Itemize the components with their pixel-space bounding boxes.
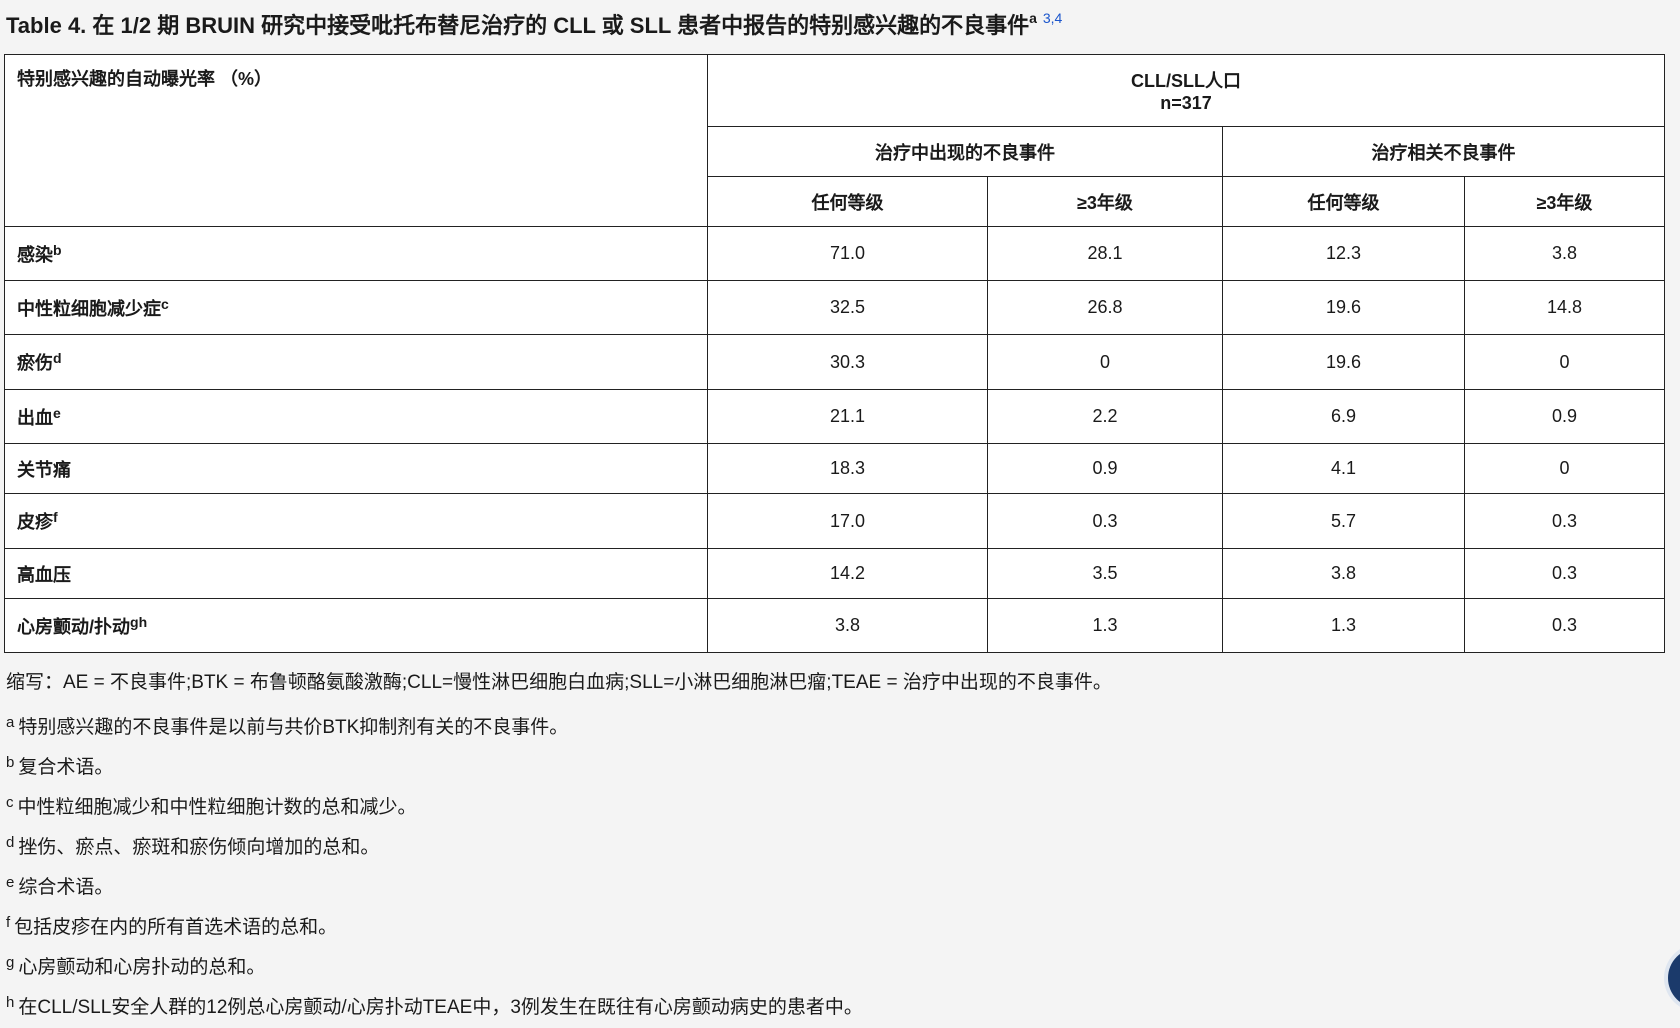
cell-value: 71.0 xyxy=(707,226,988,281)
table-row: 心房颤动/扑动gh 3.8 1.3 1.3 0.3 xyxy=(4,598,1665,653)
cell-value: 14.8 xyxy=(1464,280,1665,335)
footnote-marker: a xyxy=(6,714,15,731)
footnote-item: e 综合术语。 xyxy=(4,863,1666,903)
cell-value: 14.2 xyxy=(707,548,988,599)
table-row: 高血压 14.2 3.5 3.8 0.3 xyxy=(4,548,1665,599)
table-row: 关节痛 18.3 0.9 4.1 0 xyxy=(4,443,1665,494)
footnote-marker: b xyxy=(6,754,15,771)
cell-value: 0 xyxy=(1464,443,1665,494)
cell-value: 5.7 xyxy=(1222,493,1465,549)
cell-value: 26.8 xyxy=(987,280,1223,335)
col-header-teae-grade3: ≥3年级 xyxy=(987,176,1223,227)
footnote-text: 包括皮疹在内的所有首选术语的总和。 xyxy=(14,917,338,938)
col-header-trae-grade3: ≥3年级 xyxy=(1464,176,1665,227)
footnotes: 缩写：AE = 不良事件;BTK = 布鲁顿酪氨酸激酶;CLL=慢性淋巴细胞白血… xyxy=(4,663,1666,1023)
row-label: 皮疹f xyxy=(4,493,708,549)
footnote-item: h 在CLL/SLL安全人群的12例总心房颤动/心房扑动TEAE中，3例发生在既往… xyxy=(4,983,1666,1023)
footnote-marker: d xyxy=(6,834,15,851)
table-row: 瘀伤d 30.3 0 19.6 0 xyxy=(4,334,1665,390)
footnote-text: 挫伤、瘀点、瘀斑和瘀伤倾向增加的总和。 xyxy=(18,837,380,858)
title-reference-link[interactable]: 3,4 xyxy=(1042,10,1063,26)
footnote-item: b 复合术语。 xyxy=(4,743,1666,783)
footnote-item: f 包括皮疹在内的所有首选术语的总和。 xyxy=(4,903,1666,943)
footnote-item: g 心房颤动和心房扑动的总和。 xyxy=(4,943,1666,983)
table-row: 感染b 71.0 28.1 12.3 3.8 xyxy=(4,226,1665,281)
cell-value: 0 xyxy=(987,334,1223,390)
cell-value: 1.3 xyxy=(1222,598,1465,653)
table-title: Table 4. 在 1/2 期 BRUIN 研究中接受吡托布替尼治疗的 CLL… xyxy=(6,8,1666,44)
row-label: 心房颤动/扑动gh xyxy=(4,598,708,653)
cell-value: 19.6 xyxy=(1222,334,1465,390)
population-count: n=317 xyxy=(1160,93,1212,113)
cell-value: 28.1 xyxy=(987,226,1223,281)
table-row: 中性粒细胞减少症c 32.5 26.8 19.6 14.8 xyxy=(4,280,1665,335)
cell-value: 3.8 xyxy=(1222,548,1465,599)
cell-value: 21.1 xyxy=(707,389,988,444)
group-header-teae: 治疗中出现的不良事件 xyxy=(707,126,1223,177)
row-label: 关节痛 xyxy=(4,443,708,494)
cell-value: 0.3 xyxy=(1464,493,1665,549)
cell-value: 6.9 xyxy=(1222,389,1465,444)
footnote-marker: f xyxy=(6,914,11,931)
row-label: 中性粒细胞减少症c xyxy=(4,280,708,335)
cell-value: 19.6 xyxy=(1222,280,1465,335)
footnote-item: a 特别感兴趣的不良事件是以前与共价BTK抑制剂有关的不良事件。 xyxy=(4,703,1666,743)
footnote-text: 心房颤动和心房扑动的总和。 xyxy=(18,957,266,978)
cell-value: 30.3 xyxy=(707,334,988,390)
table-row: 出血e 21.1 2.2 6.9 0.9 xyxy=(4,389,1665,444)
footnote-text: 在CLL/SLL安全人群的12例总心房颤动/心房扑动TEAE中，3例发生在既往有… xyxy=(18,997,863,1018)
table-title-text: Table 4. 在 1/2 期 BRUIN 研究中接受吡托布替尼治疗的 CLL… xyxy=(6,13,1030,38)
cell-value: 1.3 xyxy=(987,598,1223,653)
cell-value: 4.1 xyxy=(1222,443,1465,494)
row-label: 瘀伤d xyxy=(4,334,708,390)
footnote-marker: h xyxy=(6,994,15,1011)
title-footnote-marker: a xyxy=(1029,10,1037,26)
adverse-events-table: 特别感兴趣的自动曝光率 （%） CLL/SLL人口 n=317 治疗中出现的不良… xyxy=(4,54,1665,653)
group-header-trae: 治疗相关不良事件 xyxy=(1222,126,1665,177)
row-label: 感染b xyxy=(4,226,708,281)
cell-value: 17.0 xyxy=(707,493,988,549)
corner-label: 特别感兴趣的自动曝光率 （%） xyxy=(4,54,708,227)
cell-value: 0 xyxy=(1464,334,1665,390)
cell-value: 0.3 xyxy=(1464,548,1665,599)
cell-value: 3.5 xyxy=(987,548,1223,599)
cell-value: 3.8 xyxy=(707,598,988,653)
cell-value: 0.9 xyxy=(1464,389,1665,444)
cell-value: 0.9 xyxy=(987,443,1223,494)
population-name: CLL/SLL人口 xyxy=(1131,71,1241,91)
cell-value: 3.8 xyxy=(1464,226,1665,281)
cell-value: 2.2 xyxy=(987,389,1223,444)
cell-value: 12.3 xyxy=(1222,226,1465,281)
cell-value: 0.3 xyxy=(987,493,1223,549)
col-header-trae-any-grade: 任何等级 xyxy=(1222,176,1465,227)
cell-value: 18.3 xyxy=(707,443,988,494)
footnote-marker: e xyxy=(6,874,15,891)
row-label: 出血e xyxy=(4,389,708,444)
table-row: 皮疹f 17.0 0.3 5.7 0.3 xyxy=(4,493,1665,549)
footnote-text: 特别感兴趣的不良事件是以前与共价BTK抑制剂有关的不良事件。 xyxy=(18,717,569,738)
footnote-marker: g xyxy=(6,954,15,971)
footnote-text: 综合术语。 xyxy=(18,877,114,898)
population-header: CLL/SLL人口 n=317 xyxy=(707,54,1665,127)
cell-value: 0.3 xyxy=(1464,598,1665,653)
abbreviations-note: 缩写：AE = 不良事件;BTK = 布鲁顿酪氨酸激酶;CLL=慢性淋巴细胞白血… xyxy=(6,672,1112,693)
row-label: 高血压 xyxy=(4,548,708,599)
footnote-marker: c xyxy=(6,794,14,811)
footnote-text: 复合术语。 xyxy=(18,757,114,778)
floating-action-button[interactable] xyxy=(1668,948,1680,1008)
col-header-teae-any-grade: 任何等级 xyxy=(707,176,988,227)
footnote-text: 中性粒细胞减少和中性粒细胞计数的总和减少。 xyxy=(17,797,417,818)
document-page: Table 4. 在 1/2 期 BRUIN 研究中接受吡托布替尼治疗的 CLL… xyxy=(4,8,1666,1023)
cell-value: 32.5 xyxy=(707,280,988,335)
footnote-item: c 中性粒细胞减少和中性粒细胞计数的总和减少。 xyxy=(4,783,1666,823)
footnote-item: d 挫伤、瘀点、瘀斑和瘀伤倾向增加的总和。 xyxy=(4,823,1666,863)
